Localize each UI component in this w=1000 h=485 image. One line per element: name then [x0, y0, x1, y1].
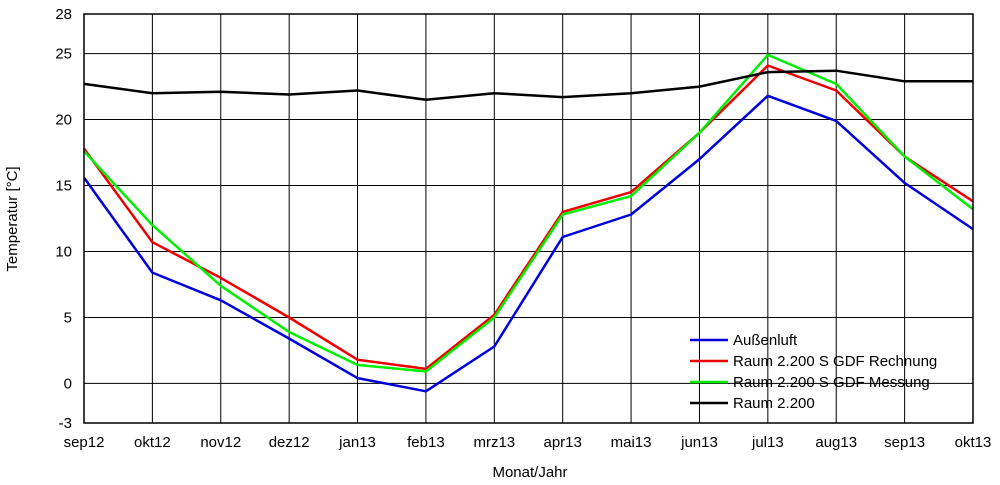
y-tick-label: 0 [64, 375, 72, 392]
y-tick-label: 20 [55, 112, 72, 129]
plot-area-border [83, 13, 974, 424]
x-tick-label: mai13 [611, 434, 652, 451]
series-lines [82, 53, 974, 393]
x-tick-label: dez12 [269, 434, 310, 451]
x-tick-label: mrz13 [473, 434, 515, 451]
series-line-2 [82, 64, 974, 371]
x-tick-labels: sep12 okt12 nov12 dez12 jan13 feb13 mrz13 apr13… [64, 434, 992, 451]
x-tick-label: aug13 [815, 434, 857, 451]
legend-label: Raum 2.200 [733, 395, 815, 412]
x-tick-label: okt12 [134, 434, 171, 451]
series-line-4 [83, 69, 973, 102]
x-tick-label: jun13 [680, 434, 718, 451]
legend-label: Raum 2.200 S GDF Rechnung [733, 353, 937, 370]
x-tick-label: nov12 [200, 434, 241, 451]
x-tick-label: jan13 [338, 434, 376, 451]
plot-frame [83, 13, 974, 424]
x-tick-label: sep13 [884, 434, 925, 451]
legend-label: Raum 2.200 S GDF Messung [733, 374, 930, 391]
x-axis-label: Monat/Jahr [492, 464, 567, 481]
x-tick-label: feb13 [407, 434, 445, 451]
y-tick-label: 28 [55, 6, 72, 23]
y-tick-labels: -3 0 5 10 15 20 25 28 [55, 6, 72, 432]
y-axis-label: Temperatur [°C] [4, 166, 21, 271]
y-tick-label: 5 [64, 309, 72, 326]
legend-label: Außenluft [733, 332, 798, 349]
y-tick-label: 10 [55, 243, 72, 260]
y-tick-label: 25 [55, 46, 72, 63]
x-tick-label: apr13 [544, 434, 582, 451]
y-tick-label: 15 [55, 178, 72, 195]
series-line-1 [82, 94, 974, 393]
y-tick-label: -3 [59, 415, 72, 432]
x-tick-label: jul13 [751, 434, 784, 451]
x-tick-label: okt13 [955, 434, 992, 451]
series-line-3 [83, 53, 974, 373]
legend: Außenluft Raum 2.200 S GDF Rechnung Raum 2… [690, 332, 937, 412]
x-tick-label: sep12 [64, 434, 105, 451]
